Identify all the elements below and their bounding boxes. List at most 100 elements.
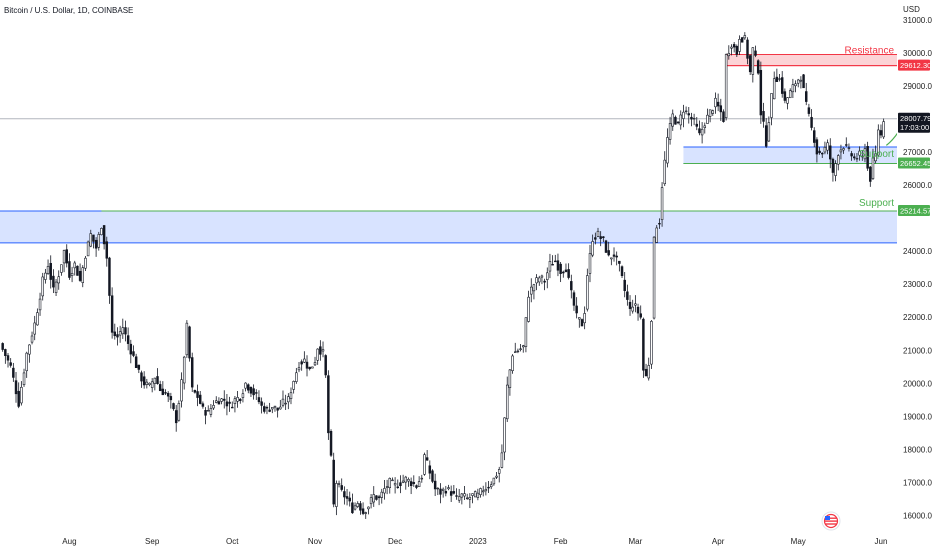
candle-body — [134, 356, 138, 369]
candle-body — [556, 260, 560, 271]
candle-body — [658, 222, 661, 225]
candle-body — [863, 148, 867, 160]
candle-body — [794, 83, 797, 87]
candle-body — [185, 322, 189, 356]
candle-body — [289, 392, 293, 399]
candle-body — [249, 386, 253, 394]
candle-body — [724, 54, 728, 119]
candle-body — [407, 479, 410, 482]
candle-body — [108, 257, 111, 296]
candle-body — [319, 346, 322, 355]
candle-body — [842, 148, 845, 151]
candle-body — [340, 485, 343, 490]
candle-body — [877, 129, 880, 156]
candle-body — [417, 481, 421, 487]
candle-body — [241, 393, 245, 398]
candle-body — [727, 52, 731, 57]
candle-body — [351, 502, 354, 514]
candle-body — [455, 495, 458, 497]
time-tick-label: Feb — [554, 537, 568, 546]
candle-body — [882, 121, 885, 138]
candle-body — [447, 487, 450, 490]
candle-body — [6, 355, 10, 361]
zones-layer — [0, 54, 897, 244]
candle-body — [858, 150, 861, 156]
price-tick-label: 26000.00 — [903, 181, 932, 190]
candle-body — [780, 77, 784, 94]
candle-body — [145, 381, 149, 385]
candle-body — [505, 384, 509, 420]
candle-body — [818, 150, 821, 154]
candle-body — [22, 372, 26, 385]
candle-body — [594, 237, 597, 240]
candle-body — [150, 381, 154, 388]
candle-body — [487, 486, 490, 489]
candle-body — [12, 367, 15, 378]
time-tick-label: May — [791, 537, 806, 546]
candle-body — [110, 295, 114, 333]
candle-body — [655, 227, 658, 243]
candle-body — [639, 313, 642, 318]
candle-body — [618, 260, 621, 264]
candle-body — [62, 250, 66, 264]
candle-body — [268, 409, 271, 412]
candle-body — [660, 187, 664, 220]
candle-body — [158, 384, 162, 392]
resistance-tag — [898, 59, 930, 71]
candle-body — [564, 269, 568, 273]
candle-body — [847, 147, 851, 149]
candle-body — [81, 267, 84, 283]
candle-body — [668, 123, 672, 140]
support-lower-label: Support — [859, 198, 894, 209]
candle-body — [38, 298, 42, 311]
flag-globe-icon[interactable] — [821, 511, 841, 531]
candle-body — [687, 113, 691, 116]
candle-body — [372, 494, 375, 503]
candle-body — [551, 264, 554, 266]
candle-body — [759, 69, 763, 116]
candle-body — [671, 113, 674, 127]
candle-body — [631, 306, 634, 312]
candle-body — [476, 492, 480, 498]
candle-body — [679, 114, 682, 126]
resistance-tag-label: 29612.30 — [900, 61, 931, 70]
candle-body — [353, 505, 357, 510]
candle-body — [746, 39, 749, 59]
candle-body — [703, 125, 707, 128]
candle-body — [380, 491, 383, 498]
candle-body — [855, 157, 859, 160]
candle-body — [511, 355, 514, 371]
candle-body — [690, 116, 693, 120]
candle-body — [263, 406, 266, 412]
candle-body — [255, 392, 258, 394]
candle-body — [198, 394, 202, 404]
candle-body — [636, 306, 640, 314]
candle-body — [223, 398, 226, 401]
candle-body — [231, 406, 234, 409]
candle-body — [367, 506, 370, 510]
candle-body — [30, 335, 34, 343]
candle-body — [468, 497, 472, 500]
candle-body — [861, 155, 864, 158]
candle-body — [225, 401, 229, 407]
candle-body — [620, 266, 624, 277]
support-upper-tag — [898, 157, 930, 169]
chart-title: Bitcoin / U.S. Dollar, 1D, COINBASE — [4, 6, 133, 15]
time-tick-label: Jun — [875, 537, 888, 546]
candle-body — [735, 45, 739, 55]
candle-body — [796, 79, 800, 84]
candle-body — [161, 388, 165, 396]
candle-body — [153, 377, 157, 384]
candle-body — [778, 78, 781, 80]
candle-body — [548, 261, 552, 272]
candle-body — [663, 159, 666, 185]
candle-body — [54, 281, 58, 293]
candle-body — [295, 372, 298, 382]
candle-body — [118, 331, 122, 336]
candle-body — [666, 137, 669, 164]
candle-body — [25, 352, 28, 372]
candle-body — [212, 405, 215, 409]
candle-body — [206, 410, 210, 412]
candle-body — [276, 407, 279, 411]
